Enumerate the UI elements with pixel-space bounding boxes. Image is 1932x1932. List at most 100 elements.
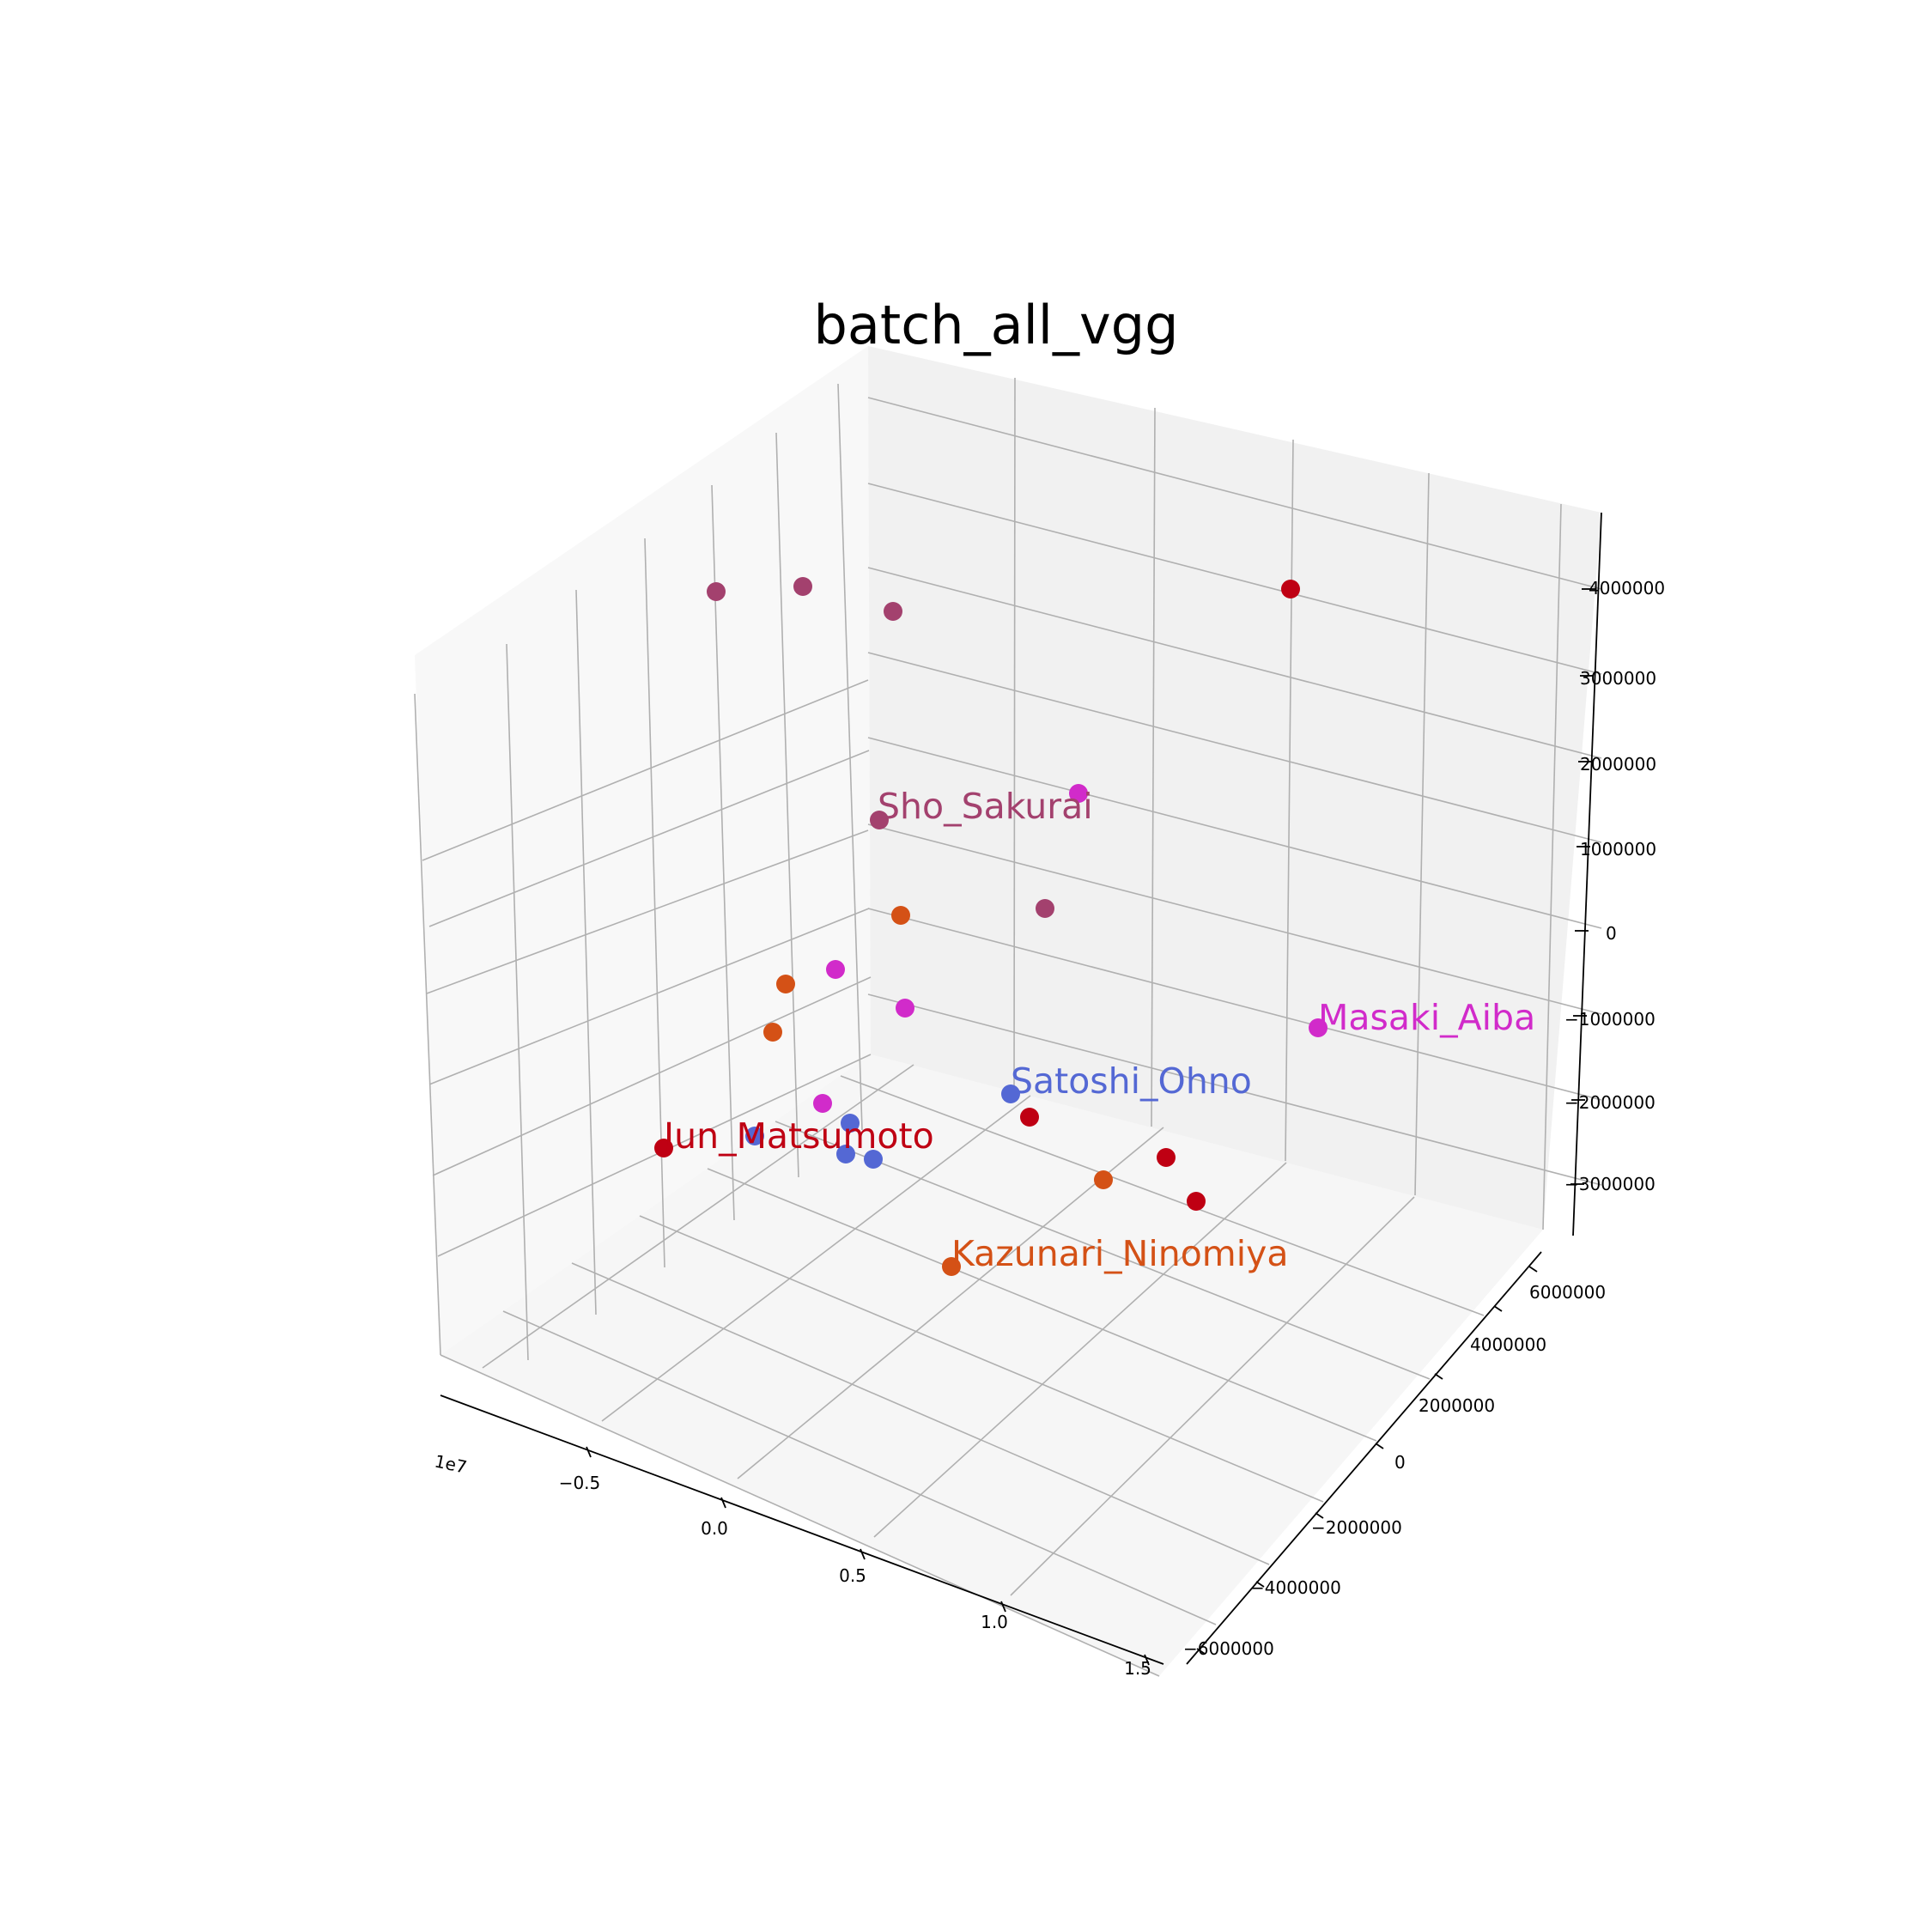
- z-tick-label: 3000000: [1580, 668, 1656, 689]
- y-axis-line: [1186, 1251, 1542, 1665]
- scatter-point: [745, 1127, 764, 1145]
- y-tick-label: 4000000: [1470, 1334, 1546, 1355]
- grid-line: [432, 976, 872, 1176]
- scatter-point: [1069, 784, 1088, 803]
- grid-line: [867, 993, 1602, 1186]
- series-label-jun-matsumoto: Jun_Matsumoto: [661, 1115, 934, 1157]
- grid-line: [867, 397, 1602, 590]
- z-tick-label: 0: [1606, 923, 1617, 944]
- grid-line: [426, 829, 869, 994]
- scatter-point: [836, 1145, 855, 1163]
- scatter-point: [1157, 1148, 1176, 1167]
- scatter-point: [813, 1094, 832, 1113]
- grid-line: [428, 908, 870, 1085]
- z-axis-line: [1572, 512, 1602, 1236]
- scatter-point: [654, 1139, 673, 1157]
- y-tick-label: −2000000: [1311, 1517, 1402, 1538]
- grid-line: [873, 1162, 1287, 1538]
- y-tick-label: 0: [1394, 1452, 1406, 1473]
- grid-lines: [414, 377, 1602, 1677]
- scatter-point: [826, 960, 845, 979]
- scatter-point: [793, 577, 812, 596]
- scatter-point: [1309, 1018, 1327, 1037]
- tick-labels: 1e7 −0.5 0.0 0.5 1.0 1.5 −6000000 −40000…: [433, 578, 1665, 1679]
- grid-line: [414, 693, 441, 1356]
- x-tick-label: 0.5: [839, 1565, 866, 1586]
- scatter-point: [864, 1150, 883, 1169]
- scatter-point: [1020, 1108, 1039, 1127]
- grid-line: [711, 484, 735, 1221]
- axis-tick: [1196, 1648, 1206, 1655]
- grid-line: [575, 589, 597, 1315]
- grid-line: [775, 1121, 1431, 1380]
- y-tick-label: −6000000: [1183, 1638, 1274, 1659]
- y-tick-label: −4000000: [1250, 1577, 1341, 1598]
- axis-tick: [1493, 1305, 1503, 1312]
- grid-line: [775, 432, 799, 1178]
- grid-line: [506, 643, 529, 1361]
- series-labels: Jun_Matsumoto Sho_Sakurai Masaki_Aiba Sa…: [661, 786, 1535, 1274]
- axis-tick: [1434, 1373, 1443, 1380]
- scatter-point: [707, 582, 726, 601]
- axis-tick: [1255, 1581, 1265, 1588]
- axis-tick: [720, 1497, 726, 1509]
- grid-line: [502, 1310, 1217, 1625]
- axis-tick: [1144, 1654, 1150, 1666]
- floor-pane: [440, 1054, 1543, 1676]
- series-label-masaki-aiba: Masaki_Aiba: [1318, 997, 1535, 1038]
- grid-line: [428, 750, 870, 927]
- scatter-points: [654, 577, 1327, 1276]
- grid-line: [422, 679, 869, 861]
- scatter-point: [1036, 899, 1054, 918]
- z-tick-label: −1000000: [1564, 1009, 1656, 1030]
- grid-line: [1414, 472, 1430, 1196]
- axes: [440, 512, 1602, 1666]
- x-tick-label: 1.0: [981, 1612, 1008, 1632]
- grid-line: [737, 1127, 1164, 1479]
- z-tick-label: 1000000: [1580, 839, 1656, 860]
- scatter-point: [896, 999, 914, 1018]
- grid-line: [867, 567, 1602, 759]
- z-tick-label: −2000000: [1564, 1092, 1656, 1113]
- grid-line: [1010, 1196, 1415, 1596]
- grid-line: [867, 737, 1602, 929]
- grid-line: [707, 1168, 1377, 1442]
- scatter-point: [763, 1023, 782, 1042]
- grid-line: [1013, 377, 1016, 1091]
- chart-title: batch_all_vgg: [814, 294, 1179, 356]
- x-tick-label: 1.5: [1124, 1658, 1151, 1679]
- scatter-point: [841, 1114, 860, 1133]
- scatter-point: [942, 1257, 961, 1276]
- axis-tick: [1000, 1601, 1006, 1613]
- axis-tick: [1375, 1443, 1384, 1449]
- grid-line: [837, 383, 863, 1131]
- grid-line: [601, 1095, 1031, 1422]
- x-axis-line: [440, 1394, 1164, 1665]
- axis-tick: [586, 1446, 592, 1458]
- scatter-point: [776, 975, 795, 993]
- grid-line: [867, 908, 1602, 1101]
- y-tick-label: 2000000: [1419, 1395, 1495, 1416]
- grid-line: [639, 1215, 1324, 1503]
- axis-tick: [1315, 1512, 1324, 1519]
- grid-line: [482, 1064, 914, 1369]
- left-pane: [415, 346, 871, 1355]
- grid-line: [867, 652, 1602, 843]
- scatter-point: [1281, 580, 1300, 598]
- y-tick-label: 6000000: [1529, 1282, 1606, 1303]
- z-tick-label: 4000000: [1589, 578, 1665, 598]
- x-tick-label: 0.0: [701, 1518, 728, 1539]
- grid-line: [1285, 439, 1294, 1162]
- grid-line: [437, 1054, 872, 1257]
- grid-line: [867, 483, 1602, 675]
- series-label-satoshi-ohno: Satoshi_Ohno: [1011, 1060, 1252, 1102]
- z-tick-label: 2000000: [1580, 754, 1656, 775]
- scatter-point: [884, 602, 902, 621]
- grid-line: [1542, 503, 1562, 1230]
- scatter-point: [891, 906, 910, 925]
- axis-tick: [860, 1548, 866, 1560]
- grid-line: [440, 1354, 1160, 1677]
- scatter-point: [1187, 1192, 1206, 1211]
- series-label-sho-sakurai: Sho_Sakurai: [878, 786, 1093, 827]
